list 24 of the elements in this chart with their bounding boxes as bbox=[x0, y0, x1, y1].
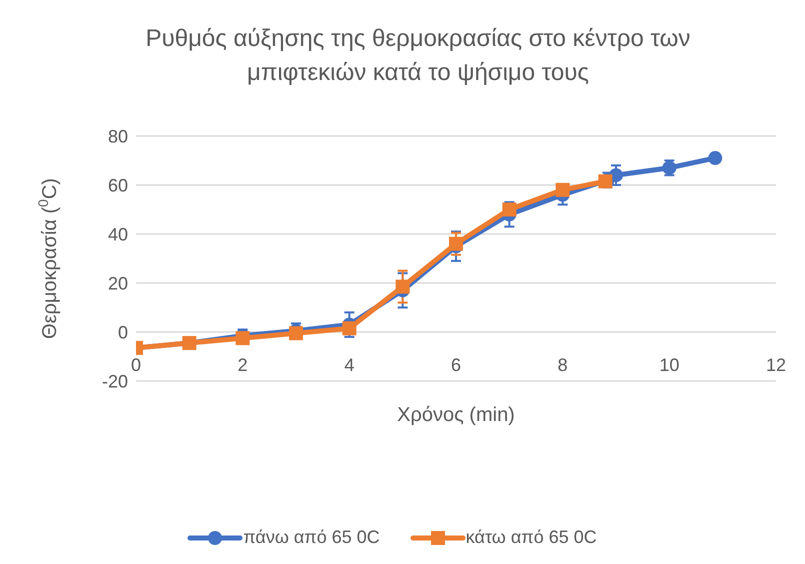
point bbox=[708, 151, 722, 166]
y-tick-label: 80 bbox=[108, 126, 128, 146]
y-tick-label: 60 bbox=[108, 175, 128, 196]
y-tick-label: 40 bbox=[108, 224, 128, 244]
point bbox=[502, 202, 516, 216]
x-tick-label: 12 bbox=[766, 354, 786, 375]
x-tick-label: 2 bbox=[238, 354, 248, 375]
legend-label: κάτω από 65 0C bbox=[466, 527, 597, 548]
y-tick-label: 0 bbox=[118, 322, 128, 342]
chart-title: Ρυθμός αύξησης της θερμοκρασίας στο κέντρο των μπιφτεκιών κατά το ψήσιμο τους bbox=[144, 24, 692, 88]
point bbox=[236, 331, 250, 346]
x-tick-label: 0 bbox=[130, 354, 142, 375]
x-tick-label: 4 bbox=[344, 354, 354, 375]
point bbox=[556, 182, 570, 197]
x-tick-label: 6 bbox=[450, 354, 462, 375]
x-tick-label: 10 bbox=[659, 354, 680, 375]
y-tick-label: -20 bbox=[102, 371, 128, 392]
legend-label: πάνω από 65 0C bbox=[243, 527, 380, 548]
point bbox=[289, 326, 303, 340]
x-tick-label: 8 bbox=[558, 354, 568, 375]
x-axis-title: Χρόνος (min) bbox=[397, 404, 515, 426]
point bbox=[396, 280, 410, 294]
y-tick-label: 20 bbox=[108, 273, 128, 294]
point bbox=[342, 321, 356, 336]
